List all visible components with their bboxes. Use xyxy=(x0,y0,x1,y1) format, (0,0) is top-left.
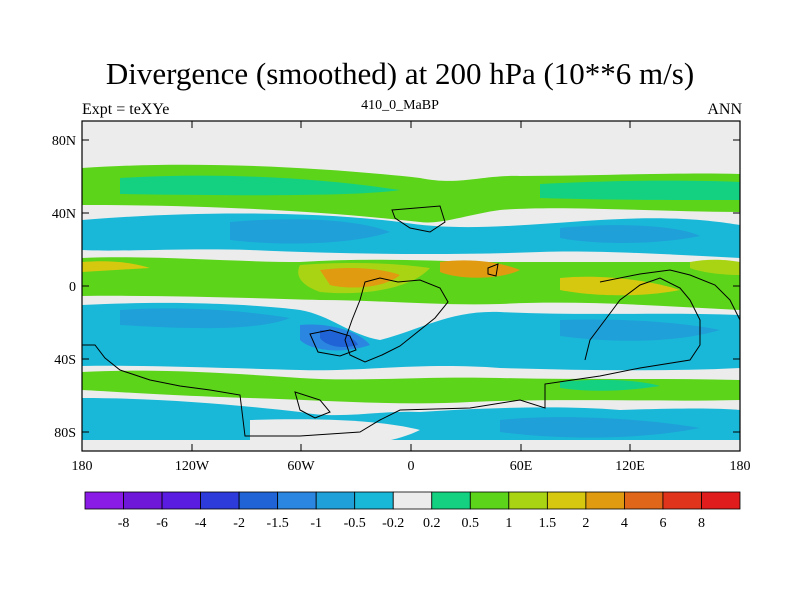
colorbar-label: -1.5 xyxy=(267,516,289,531)
y-tick-label: 40N xyxy=(52,207,76,222)
colorbar-label: 1.5 xyxy=(539,516,557,531)
colorbar-swatch xyxy=(585,491,625,510)
colorbar-label: 0.2 xyxy=(423,516,441,531)
x-tick-label: 180 xyxy=(72,459,93,474)
colorbar-swatch xyxy=(84,491,124,510)
colorbar-swatch xyxy=(392,491,433,510)
colorbar-label: 2 xyxy=(582,516,589,531)
colorbar-swatch xyxy=(238,491,279,510)
y-tick-label: 80N xyxy=(52,134,76,149)
x-tick-label: 0 xyxy=(408,459,415,474)
colorbar-label: -2 xyxy=(233,516,245,531)
x-tick-label: 60E xyxy=(510,459,533,474)
colorbar-swatch xyxy=(469,491,510,510)
colorbar-label: -0.2 xyxy=(382,516,404,531)
contour-field xyxy=(82,121,740,451)
colorbar-label: -0.5 xyxy=(344,516,366,531)
colorbar-swatch xyxy=(161,491,201,510)
colorbar-swatch xyxy=(431,491,471,510)
colorbar-swatch xyxy=(508,491,548,510)
colorbar-label: 4 xyxy=(621,516,628,531)
colorbar-swatch xyxy=(624,491,664,510)
tick-marks xyxy=(81,121,741,451)
colorbar-swatch xyxy=(662,491,702,510)
map-title: Divergence (smoothed) at 200 hPa (10**6 … xyxy=(105,56,695,91)
case-label: 410_0_MaBP xyxy=(361,98,439,113)
x-tick-label: 120W xyxy=(175,459,210,474)
colorbar-label: 6 xyxy=(659,516,666,531)
colorbar-swatch xyxy=(123,491,163,510)
colorbar-label: -1 xyxy=(310,516,322,531)
x-tick-label: 120E xyxy=(615,459,645,474)
x-tick-label: 180 xyxy=(730,459,751,474)
colorbar-label: 1 xyxy=(505,516,512,531)
coastlines xyxy=(82,205,740,437)
colorbar-label: -6 xyxy=(156,516,168,531)
experiment-label: Expt = teXYe xyxy=(82,101,170,118)
colorbar-swatch xyxy=(200,491,240,510)
x-tick-label: 60W xyxy=(287,459,315,474)
colorbar-swatch xyxy=(546,491,587,510)
colorbar-swatch xyxy=(277,491,317,510)
y-tick-label: 80S xyxy=(54,426,76,441)
colorbar: -8 -6 -4 -2 -1.5 -1 -0.5 -0.2 0.2 0.5 1 1.5 2 4 6 8 xyxy=(84,491,741,531)
y-tick-label: 40S xyxy=(54,353,76,368)
colorbar-label: 0.5 xyxy=(462,516,480,531)
y-tick-label: 0 xyxy=(69,280,76,295)
colorbar-label: -4 xyxy=(195,516,207,531)
season-label: ANN xyxy=(707,101,742,118)
colorbar-swatch xyxy=(701,491,741,510)
colorbar-swatch xyxy=(315,491,356,510)
colorbar-label: -8 xyxy=(118,516,130,531)
colorbar-label: 8 xyxy=(698,516,705,531)
colorbar-swatch xyxy=(354,491,394,510)
